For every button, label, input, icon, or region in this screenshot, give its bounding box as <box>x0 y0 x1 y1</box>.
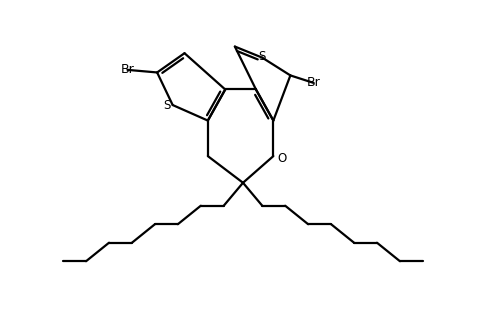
Text: S: S <box>259 51 266 64</box>
Text: Br: Br <box>121 63 135 76</box>
Text: O: O <box>277 152 286 165</box>
Text: S: S <box>163 99 171 112</box>
Text: Br: Br <box>307 76 320 89</box>
